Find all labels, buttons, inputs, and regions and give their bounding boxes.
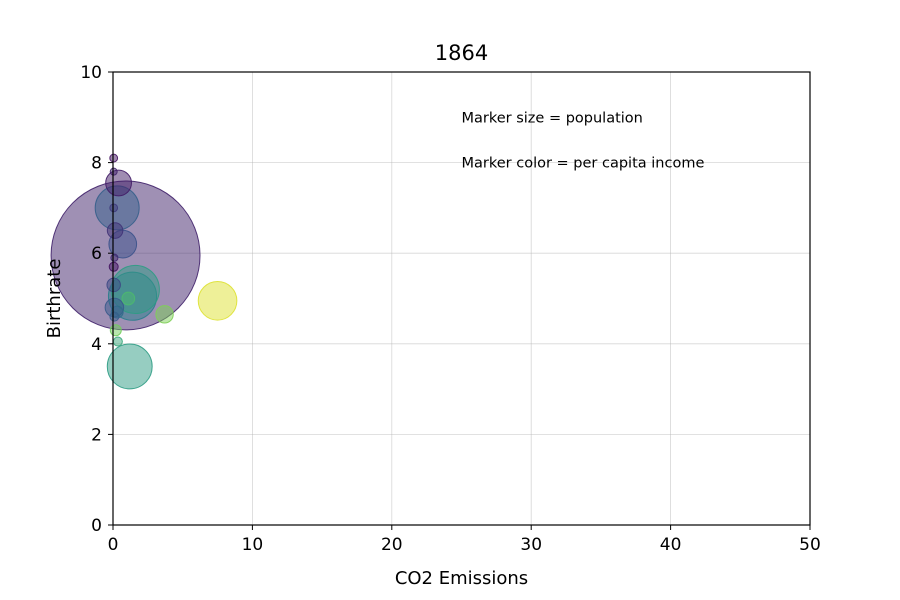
- data-point: [197, 280, 238, 321]
- data-point: [109, 153, 119, 163]
- chart-title: 1864: [435, 41, 488, 65]
- y-axis-label: Birthrate: [44, 259, 65, 339]
- data-point: [105, 169, 132, 197]
- data-point: [109, 203, 119, 213]
- y-tick-label: 4: [91, 335, 102, 355]
- y-tick-label: 2: [91, 425, 102, 445]
- x-tick-label: 0: [108, 535, 119, 555]
- data-point: [110, 253, 119, 262]
- y-tick-label: 0: [91, 516, 102, 536]
- data-point: [112, 336, 123, 347]
- y-tick-label: 8: [91, 154, 102, 174]
- axis-ticks: 0 10 20 30 40 50 0 2 4 6 8 10: [80, 63, 820, 555]
- annotation-marker-size: Marker size = population: [462, 110, 643, 126]
- x-tick-label: 10: [242, 535, 264, 555]
- y-tick-label: 6: [91, 244, 102, 264]
- data-point: [109, 311, 120, 322]
- data-point: [109, 324, 122, 337]
- annotation-marker-color: Marker color = per capita income: [462, 156, 705, 172]
- data-point: [155, 305, 174, 324]
- x-tick-label: 20: [381, 535, 403, 555]
- x-axis-label: CO2 Emissions: [395, 568, 528, 589]
- data-point: [109, 167, 118, 176]
- y-tick-label: 10: [80, 63, 102, 83]
- data-point: [106, 222, 124, 239]
- data-point: [121, 291, 136, 306]
- data-points: [50, 153, 238, 390]
- x-tick-label: 30: [520, 535, 542, 555]
- plot-frame: [112, 71, 811, 526]
- x-tick-label: 40: [660, 535, 682, 555]
- data-point: [106, 343, 153, 390]
- data-point: [108, 261, 119, 272]
- x-tick-label: 50: [799, 535, 821, 555]
- data-point: [106, 277, 121, 293]
